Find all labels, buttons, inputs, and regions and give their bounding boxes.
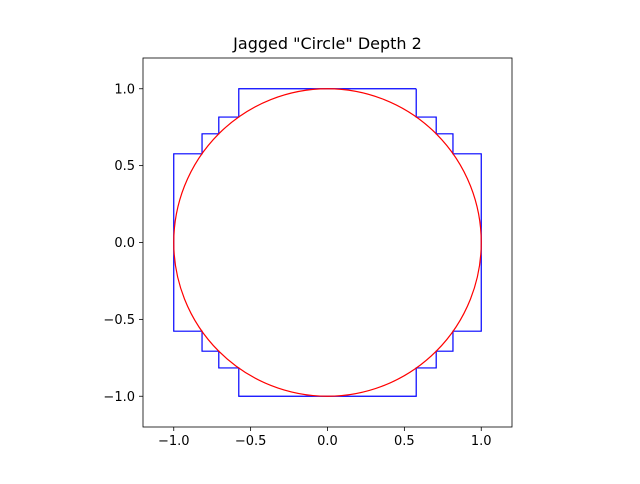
chart-title: Jagged "Circle" Depth 2 [232, 34, 422, 53]
y-axis: −1.0 −0.5 0.0 0.5 1.0 [103, 82, 143, 405]
y-tick-label: −0.5 [103, 313, 135, 328]
x-tick-label: 1.0 [471, 434, 492, 449]
x-tick-label: −1.0 [158, 434, 190, 449]
x-tick-label: 0.0 [317, 434, 338, 449]
y-tick-label: 0.5 [114, 159, 135, 174]
x-tick-label: 0.5 [394, 434, 415, 449]
axes-background [143, 58, 512, 427]
y-tick-label: 1.0 [114, 82, 135, 97]
x-tick-label: −0.5 [235, 434, 267, 449]
y-tick-label: −1.0 [103, 390, 135, 405]
y-tick-label: 0.0 [114, 236, 135, 251]
jagged-circle-series [173, 88, 482, 397]
circle-series [173, 88, 482, 397]
plot-area [173, 88, 482, 397]
x-axis: −1.0 −0.5 0.0 0.5 1.0 [158, 427, 492, 449]
